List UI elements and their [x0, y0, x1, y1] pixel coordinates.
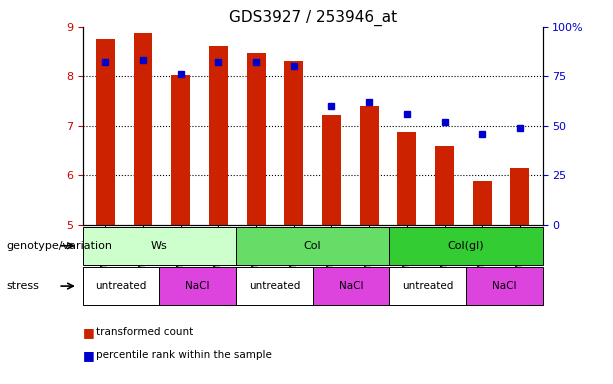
Bar	[96, 39, 115, 225]
Text: transformed count: transformed count	[96, 327, 194, 337]
Bar	[134, 33, 153, 225]
Text: NaCl: NaCl	[492, 281, 516, 291]
Bar	[171, 75, 190, 225]
Text: untreated: untreated	[96, 281, 147, 291]
Text: Col(gl): Col(gl)	[447, 241, 484, 251]
Text: genotype/variation: genotype/variation	[6, 241, 112, 251]
Bar	[360, 106, 379, 225]
Bar	[246, 53, 265, 225]
Text: Col: Col	[304, 241, 321, 251]
Bar	[322, 115, 341, 225]
Text: ■: ■	[83, 349, 94, 362]
Text: untreated: untreated	[402, 281, 453, 291]
Text: NaCl: NaCl	[339, 281, 363, 291]
Bar	[511, 168, 529, 225]
Bar	[473, 181, 492, 225]
Text: untreated: untreated	[249, 281, 300, 291]
Text: ■: ■	[83, 326, 94, 339]
Title: GDS3927 / 253946_at: GDS3927 / 253946_at	[229, 9, 397, 25]
Bar	[284, 61, 303, 225]
Bar	[209, 46, 228, 225]
Text: stress: stress	[6, 281, 39, 291]
Text: percentile rank within the sample: percentile rank within the sample	[96, 350, 272, 360]
Bar	[435, 146, 454, 225]
Text: NaCl: NaCl	[186, 281, 210, 291]
Text: Ws: Ws	[151, 241, 168, 251]
Bar	[397, 132, 416, 225]
